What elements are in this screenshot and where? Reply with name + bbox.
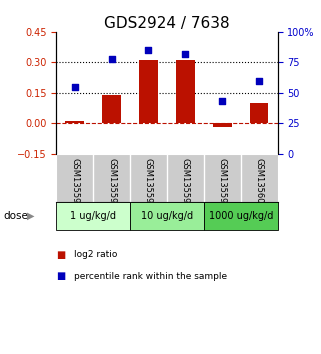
Bar xyxy=(56,202,130,230)
Bar xyxy=(204,202,278,230)
Bar xyxy=(65,121,84,123)
Text: GSM135596: GSM135596 xyxy=(107,158,116,209)
Text: GSM135595: GSM135595 xyxy=(70,158,79,208)
Point xyxy=(72,84,77,90)
Text: GSM135599: GSM135599 xyxy=(218,158,227,208)
Bar xyxy=(250,103,268,123)
Text: dose: dose xyxy=(3,211,28,221)
Bar xyxy=(176,60,195,123)
Text: ■: ■ xyxy=(56,250,65,260)
Text: GSM135598: GSM135598 xyxy=(181,158,190,209)
Bar xyxy=(102,95,121,123)
Point xyxy=(109,56,114,62)
Text: GSM135600: GSM135600 xyxy=(255,158,264,209)
Text: ▶: ▶ xyxy=(27,211,34,221)
Text: log2 ratio: log2 ratio xyxy=(74,250,117,259)
Text: ■: ■ xyxy=(56,271,65,281)
Text: 1000 ug/kg/d: 1000 ug/kg/d xyxy=(209,211,273,221)
Bar xyxy=(130,202,204,230)
Bar xyxy=(139,60,158,123)
Text: GSM135597: GSM135597 xyxy=(144,158,153,209)
Point xyxy=(256,78,262,84)
Bar xyxy=(213,123,231,127)
Text: 1 ug/kg/d: 1 ug/kg/d xyxy=(70,211,116,221)
Title: GDS2924 / 7638: GDS2924 / 7638 xyxy=(104,16,230,31)
Point xyxy=(220,98,225,104)
Text: 10 ug/kg/d: 10 ug/kg/d xyxy=(141,211,193,221)
Point xyxy=(183,51,188,57)
Text: percentile rank within the sample: percentile rank within the sample xyxy=(74,272,227,281)
Point xyxy=(146,47,151,53)
